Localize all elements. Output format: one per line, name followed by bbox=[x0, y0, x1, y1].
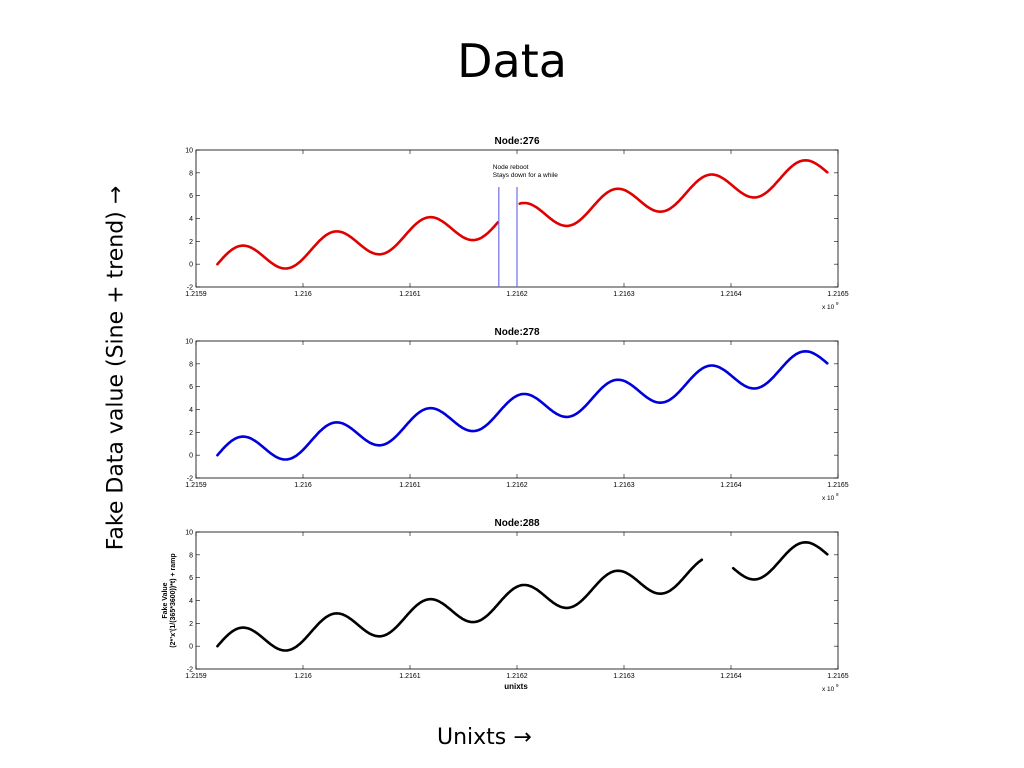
x-tick-label: 1.2162 bbox=[506, 482, 528, 489]
x-tick-label: 1.2162 bbox=[506, 291, 528, 298]
chart-title: Node:276 bbox=[494, 136, 539, 147]
y-tick-label: 0 bbox=[189, 453, 193, 460]
x-tick-label: 1.2165 bbox=[827, 482, 849, 489]
y-tick-label: 2 bbox=[189, 621, 193, 628]
x-exponent-label: x 10 bbox=[822, 304, 835, 311]
x-exponent-power: 9 bbox=[836, 301, 839, 306]
x-tick-label: 1.2164 bbox=[720, 673, 742, 680]
x-tick-label: 1.2163 bbox=[613, 673, 635, 680]
y-tick-label: 8 bbox=[189, 170, 193, 177]
y-tick-label: 10 bbox=[185, 530, 193, 537]
y-tick-label: 4 bbox=[189, 598, 193, 605]
series-line-segment-2 bbox=[731, 541, 829, 581]
y-tick-label: 4 bbox=[189, 216, 193, 223]
x-tick-label: 1.216 bbox=[294, 673, 312, 680]
x-tick-label: 1.2162 bbox=[506, 673, 528, 680]
plot-frame bbox=[195, 531, 839, 670]
x-tick-label: 1.2165 bbox=[827, 291, 849, 298]
y-tick-label: 2 bbox=[189, 430, 193, 437]
chart-panel-3: Node:288 -2 0 2 4 6 8 10 1.2159 1.216 1.2161 1.2162… bbox=[162, 518, 849, 693]
series-line-segment-1 bbox=[216, 350, 829, 461]
chart-panel-1: Node:276 -2 0 2 4 6 8 10 1.2159 1.216 1.2161 1.2162… bbox=[185, 136, 849, 311]
series-line-segment-1 bbox=[216, 558, 704, 652]
y-tick-label: 0 bbox=[189, 644, 193, 651]
chart-title: Node:278 bbox=[494, 327, 539, 338]
y-tick-label: 8 bbox=[189, 361, 193, 368]
x-tick-label: 1.2164 bbox=[720, 291, 742, 298]
x-tick-label: 1.216 bbox=[294, 291, 312, 298]
x-axis-label: unixts bbox=[504, 682, 528, 691]
x-tick-label: 1.2163 bbox=[613, 482, 635, 489]
x-tick-label: 1.2163 bbox=[613, 291, 635, 298]
y-tick-label: 10 bbox=[185, 148, 193, 155]
annotation-text: Node reboot bbox=[493, 164, 529, 171]
x-exponent-power: 9 bbox=[836, 683, 839, 688]
y-tick-label: 6 bbox=[189, 384, 193, 391]
x-tick-label: 1.216 bbox=[294, 482, 312, 489]
y-axis-label: Fake Value bbox=[162, 582, 169, 618]
y-tick-label: 8 bbox=[189, 552, 193, 559]
y-tick-label: 6 bbox=[189, 575, 193, 582]
y-tick-label: -2 bbox=[187, 285, 193, 292]
slide-title: Data bbox=[457, 34, 567, 88]
series-line-segment-1 bbox=[216, 215, 500, 270]
annotation-text-2: Stays down for a while bbox=[493, 172, 558, 179]
x-tick-label: 1.2161 bbox=[399, 291, 421, 298]
chart-panel-2: Node:278 -2 0 2 4 6 8 10 1.2159 1.216 1.2161 1.2162… bbox=[185, 327, 849, 502]
x-tick-label: 1.2161 bbox=[399, 673, 421, 680]
y-tick-label: 0 bbox=[189, 262, 193, 269]
x-tick-label: 1.2161 bbox=[399, 482, 421, 489]
x-exponent-label: x 10 bbox=[822, 686, 835, 693]
y-axis-label-formula: (2*’x’(1/(365*3600))*t) + ramp bbox=[170, 553, 177, 647]
y-tick-label: 4 bbox=[189, 407, 193, 414]
x-tick-label: 1.2159 bbox=[185, 291, 207, 298]
x-exponent-label: x 10 bbox=[822, 495, 835, 502]
y-tick-label: 6 bbox=[189, 193, 193, 200]
y-tick-label: -2 bbox=[187, 476, 193, 483]
x-tick-label: 1.2165 bbox=[827, 673, 849, 680]
series-line-segment-2 bbox=[518, 159, 829, 228]
y-tick-label: 2 bbox=[189, 239, 193, 246]
x-tick-label: 1.2159 bbox=[185, 673, 207, 680]
x-exponent-power: 9 bbox=[836, 492, 839, 497]
y-tick-label: 10 bbox=[185, 339, 193, 346]
x-tick-label: 1.2159 bbox=[185, 482, 207, 489]
y-tick-label: -2 bbox=[187, 667, 193, 674]
x-tick-label: 1.2164 bbox=[720, 482, 742, 489]
x-axis-caption: Unixts → bbox=[437, 725, 532, 750]
chart-title: Node:288 bbox=[494, 518, 539, 529]
